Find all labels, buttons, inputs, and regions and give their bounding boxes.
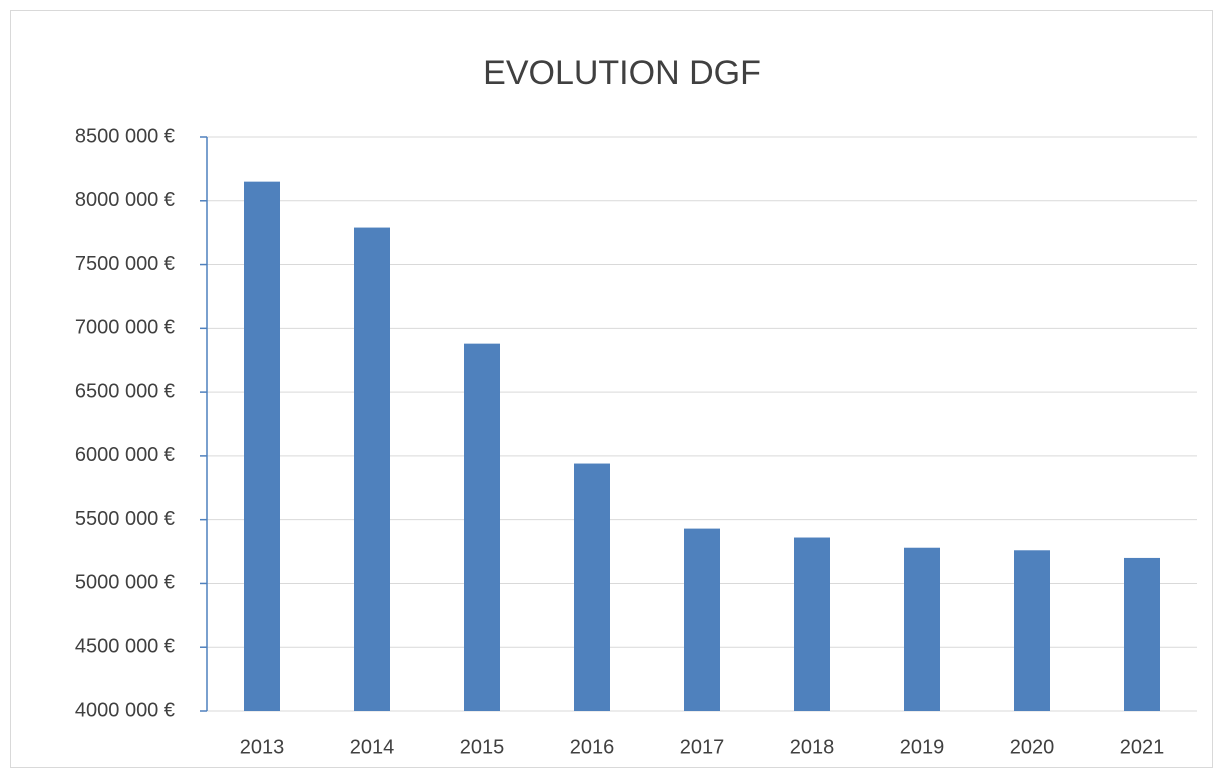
y-tick-label: 8500 000 € <box>75 125 175 147</box>
x-tick-label: 2021 <box>1120 736 1165 758</box>
y-tick-label: 5500 000 € <box>75 508 175 530</box>
x-tick-label: 2015 <box>460 736 505 758</box>
x-tick-label: 2016 <box>570 736 615 758</box>
x-tick-label: 2014 <box>350 736 395 758</box>
bar <box>244 181 280 712</box>
y-tick-label: 6500 000 € <box>75 380 175 402</box>
y-tick-label: 6000 000 € <box>75 444 175 466</box>
x-tick-label: 2019 <box>900 736 945 758</box>
x-tick-label: 2017 <box>680 736 725 758</box>
bar <box>464 343 500 711</box>
bar <box>794 537 830 711</box>
bar <box>684 528 720 711</box>
y-tick-label: 5000 000 € <box>75 572 175 594</box>
bar <box>1124 557 1160 711</box>
chart-title: EVOLUTION DGF <box>483 54 761 92</box>
x-tick-label: 2018 <box>790 736 835 758</box>
bar <box>354 227 390 711</box>
y-tick-label: 7000 000 € <box>75 317 175 339</box>
x-tick-label: 2020 <box>1010 736 1055 758</box>
y-tick-label: 7500 000 € <box>75 253 175 275</box>
bar <box>574 463 610 711</box>
bar <box>904 547 940 711</box>
y-tick-label: 4000 000 € <box>75 699 175 721</box>
x-tick-label: 2013 <box>240 736 285 758</box>
y-tick-label: 4500 000 € <box>75 636 175 658</box>
bar <box>1014 550 1050 711</box>
y-tick-label: 8000 000 € <box>75 189 175 211</box>
